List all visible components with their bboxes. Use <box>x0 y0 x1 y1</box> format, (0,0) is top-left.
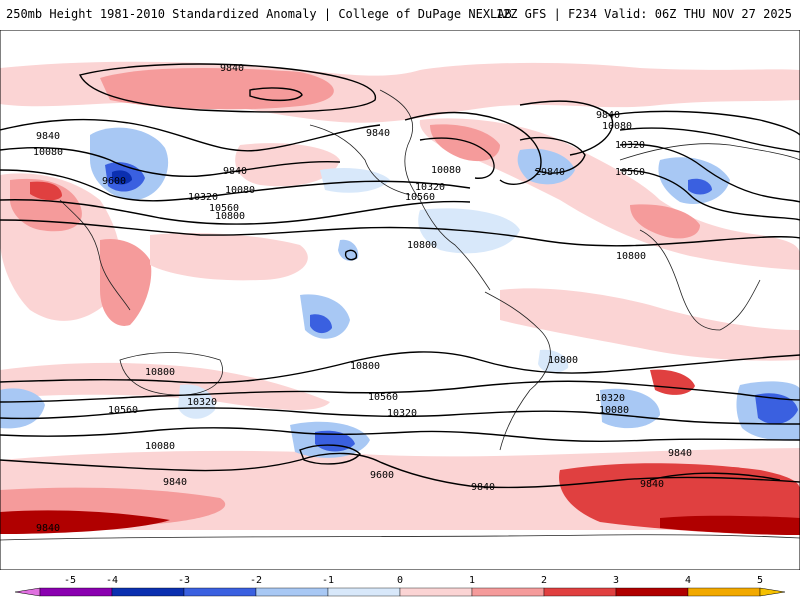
colorbar-swatch <box>471 587 545 597</box>
coastlines <box>0 89 800 541</box>
anomaly-map: 9840 9840 9840 9840 9840 9840 9840 9840 … <box>0 29 800 571</box>
contour-10320-c <box>619 143 800 203</box>
height-contours <box>0 63 800 489</box>
contour-10560-south <box>0 380 800 403</box>
colorbar-swatch <box>39 587 113 597</box>
contour-small-cutoff <box>344 249 358 261</box>
contour-label: 10560 <box>209 203 239 214</box>
colorbar-swatch <box>543 587 617 597</box>
contour-9840-north-pacific <box>78 63 376 113</box>
contour-label: 9840 <box>596 110 620 121</box>
contour-10800-north <box>0 219 800 247</box>
contour-9840-south <box>0 452 800 489</box>
contour-small-ring <box>249 87 303 102</box>
contour-label-group: 9840 9840 9840 9840 9840 9840 9840 9840 … <box>33 63 692 534</box>
contour-label: 10560 <box>368 392 398 403</box>
contour-label: 9840 <box>640 479 664 490</box>
contour-label: 10320 <box>387 408 417 419</box>
colorbar-swatch <box>255 587 329 597</box>
colorbar-tick-label: 1 <box>469 575 475 586</box>
contour-label: 9840 <box>668 448 692 459</box>
contour-label: 9840 <box>223 166 247 177</box>
run-valid-time: 12Z GFS | F234 Valid: 06Z THU NOV 27 202… <box>495 7 792 21</box>
eurasia-north-coast <box>619 143 800 161</box>
contour-label: 10320 <box>188 192 218 203</box>
contour-9840-south-b <box>649 472 781 481</box>
contour-label: 10560 <box>615 167 645 178</box>
contour-label: 10320 <box>415 182 445 193</box>
contour-label: 10560 <box>405 192 435 203</box>
contour-label: 9840 <box>366 128 390 139</box>
colorbar-swatch <box>111 587 185 597</box>
contour-10080-a <box>0 147 341 178</box>
colorbar-tick-label: 5 <box>757 575 763 586</box>
contour-label: 10320 <box>595 393 625 404</box>
contour-label: 10080 <box>145 441 175 452</box>
contour-label: 9600 <box>370 470 394 481</box>
colorbar-ticks: -5 -4 -3 -2 -1 0 1 2 3 4 5 <box>64 575 763 586</box>
contour-10080-south <box>0 427 800 442</box>
contour-9840-a <box>0 118 381 152</box>
contour-10080-b <box>404 111 542 186</box>
contour-9840-b <box>519 100 614 156</box>
positive-anomaly-shading <box>0 61 800 535</box>
colorbar-tick-label: -5 <box>64 575 76 586</box>
contour-label: 10080 <box>431 165 461 176</box>
east-asia-coast <box>59 199 131 311</box>
colorbar-swatch <box>327 587 401 597</box>
contour-label: 10800 <box>548 355 578 366</box>
contour-10320-south <box>0 407 800 425</box>
colorbar-tick-label: -4 <box>106 575 118 586</box>
contour-label: 10080 <box>599 405 629 416</box>
colorbar-min-arrow <box>14 587 41 597</box>
colorbar-tick-label: -1 <box>322 575 334 586</box>
contour-10800-south <box>0 351 800 384</box>
contour-label: 9840 <box>36 523 60 534</box>
contour-label: 10800 <box>407 240 437 251</box>
contour-9840-c <box>609 110 800 136</box>
contour-label: 10800 <box>616 251 646 262</box>
contour-10560-a <box>0 199 471 225</box>
contour-label: 29840 <box>535 167 565 178</box>
contour-label: 10080 <box>602 121 632 132</box>
colorbar-swatches <box>14 587 786 597</box>
contour-label: 10320 <box>187 397 217 408</box>
antarctica-coast <box>0 534 800 541</box>
colorbar-max-arrow <box>759 587 786 597</box>
colorbar-swatch <box>399 587 473 597</box>
colorbar-tick-label: 0 <box>397 575 403 586</box>
colorbar-tick-label: 4 <box>685 575 691 586</box>
contour-29840-ring <box>519 137 586 174</box>
header: 250mb Height 1981-2010 Standardized Anom… <box>0 0 800 30</box>
alaska-canada-coast <box>309 124 411 196</box>
contour-9600-south-ring <box>299 444 361 465</box>
contour-label: 10800 <box>350 361 380 372</box>
contour-label: 10080 <box>225 185 255 196</box>
colorbar-swatch <box>615 587 689 597</box>
colorbar-tick-label: -3 <box>178 575 190 586</box>
colorbar: -5 -4 -3 -2 -1 0 1 2 3 4 5 <box>0 570 800 600</box>
contour-10560-c <box>619 169 800 221</box>
colorbar-swatch <box>687 587 761 597</box>
colorbar-tick-label: 3 <box>613 575 619 586</box>
contour-10320-b <box>419 137 495 179</box>
contour-label: 10800 <box>145 367 175 378</box>
contour-label: 10560 <box>108 405 138 416</box>
contour-label: 10320 <box>615 140 645 151</box>
contour-label: 9840 <box>471 482 495 493</box>
contour-label: 9840 <box>220 63 244 74</box>
south-america-coast <box>484 291 551 451</box>
contour-label: 9840 <box>163 477 187 488</box>
contour-label: 10800 <box>215 211 245 222</box>
contour-label: 9600 <box>102 176 126 187</box>
colorbar-swatch <box>183 587 257 597</box>
contour-label: 9840 <box>36 131 60 142</box>
colorbar-tick-label: 2 <box>541 575 547 586</box>
contour-10080-c <box>619 127 800 153</box>
map-title: 250mb Height 1981-2010 Standardized Anom… <box>6 7 512 21</box>
colorbar-tick-label: -2 <box>250 575 262 586</box>
contour-10320-a <box>0 169 471 202</box>
contour-label: 10080 <box>33 147 63 158</box>
africa-coast <box>639 229 761 331</box>
